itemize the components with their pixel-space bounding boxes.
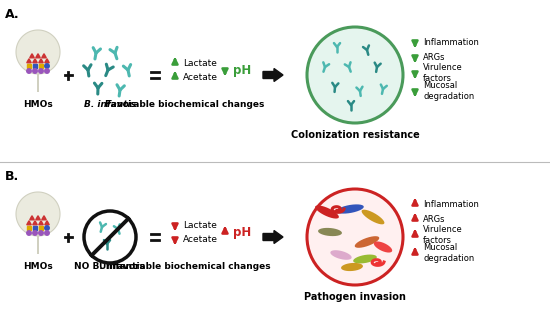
Text: Inflammation: Inflammation: [423, 200, 479, 209]
Text: Mucosal
degradation: Mucosal degradation: [423, 243, 474, 263]
Polygon shape: [42, 216, 46, 220]
Circle shape: [27, 231, 31, 235]
Polygon shape: [374, 242, 392, 252]
Polygon shape: [36, 216, 40, 220]
Polygon shape: [331, 250, 351, 260]
Text: Unfavorable biochemical changes: Unfavorable biochemical changes: [99, 262, 271, 271]
Polygon shape: [27, 221, 31, 225]
Polygon shape: [341, 263, 363, 271]
Text: ARGs: ARGs: [423, 214, 446, 223]
Circle shape: [45, 231, 50, 235]
Bar: [27, 64, 31, 68]
Polygon shape: [355, 236, 379, 248]
Text: pH: pH: [233, 63, 251, 77]
Circle shape: [45, 69, 50, 73]
Text: Mucosal
degradation: Mucosal degradation: [423, 81, 474, 101]
Polygon shape: [315, 205, 339, 219]
Text: B. infantis: B. infantis: [84, 100, 136, 109]
Circle shape: [39, 231, 43, 235]
Polygon shape: [39, 221, 43, 225]
Circle shape: [45, 226, 50, 230]
Polygon shape: [45, 221, 50, 225]
Text: Lactate: Lactate: [183, 59, 217, 68]
Text: A.: A.: [5, 8, 20, 21]
Text: ARGs: ARGs: [423, 52, 446, 62]
Polygon shape: [42, 54, 46, 58]
Circle shape: [307, 189, 403, 285]
Polygon shape: [336, 204, 364, 213]
Text: HMOs: HMOs: [23, 100, 53, 109]
Circle shape: [45, 64, 50, 68]
Polygon shape: [361, 210, 384, 224]
Text: pH: pH: [233, 225, 251, 239]
Polygon shape: [45, 59, 50, 63]
Text: Inflammation: Inflammation: [423, 37, 479, 46]
Text: NO B. infantis: NO B. infantis: [74, 262, 146, 271]
FancyArrow shape: [263, 69, 283, 81]
Circle shape: [33, 231, 37, 235]
Bar: [33, 64, 37, 68]
Text: Acetate: Acetate: [183, 72, 218, 81]
Polygon shape: [16, 30, 60, 92]
Text: Pathogen invasion: Pathogen invasion: [304, 292, 406, 302]
Polygon shape: [16, 192, 60, 254]
Polygon shape: [39, 59, 43, 63]
Circle shape: [27, 69, 31, 73]
Text: HMOs: HMOs: [23, 262, 53, 271]
Polygon shape: [318, 228, 342, 236]
Polygon shape: [30, 54, 34, 58]
Circle shape: [84, 211, 136, 263]
Text: Acetate: Acetate: [183, 234, 218, 243]
Circle shape: [33, 69, 37, 73]
Text: Lactate: Lactate: [183, 221, 217, 230]
Text: Virulence
factors: Virulence factors: [423, 225, 463, 245]
Polygon shape: [30, 216, 34, 220]
Polygon shape: [353, 255, 377, 263]
Text: Favorable biochemical changes: Favorable biochemical changes: [105, 100, 265, 109]
Polygon shape: [33, 59, 37, 63]
Bar: [39, 64, 43, 68]
Circle shape: [39, 69, 43, 73]
Bar: [33, 226, 37, 230]
Circle shape: [307, 27, 403, 123]
Text: Virulence
factors: Virulence factors: [423, 63, 463, 83]
Text: B.: B.: [5, 170, 19, 183]
Polygon shape: [27, 59, 31, 63]
Polygon shape: [36, 54, 40, 58]
Bar: [27, 226, 31, 230]
FancyArrow shape: [263, 231, 283, 243]
Text: Colonization resistance: Colonization resistance: [290, 130, 419, 140]
Polygon shape: [33, 221, 37, 225]
Bar: [39, 226, 43, 230]
